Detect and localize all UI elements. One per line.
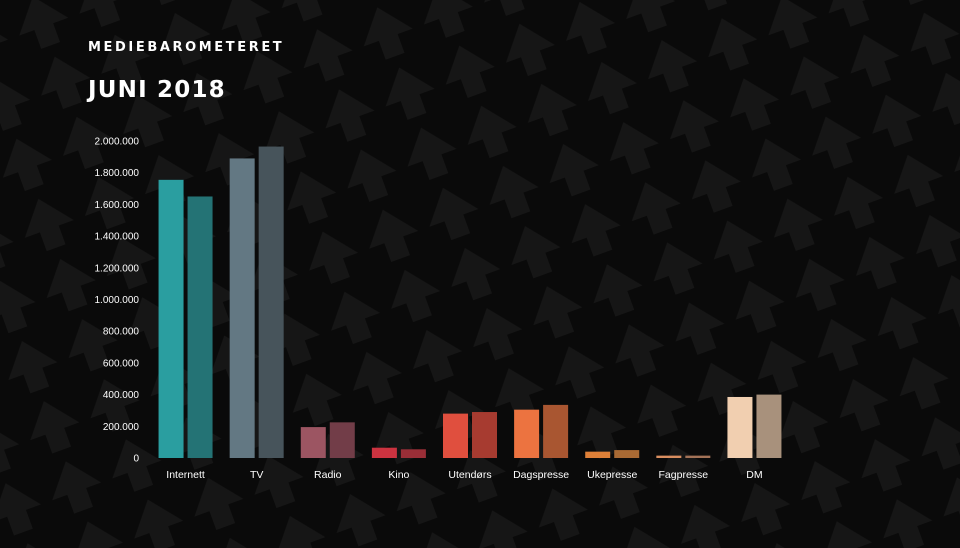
y-tick-label: 1.200.000 xyxy=(95,263,140,274)
bar-utendørs-2 xyxy=(472,412,497,458)
bar-dm-1 xyxy=(727,396,753,458)
x-category-label: Fagpresse xyxy=(659,469,709,481)
y-tick-label: 1.000.000 xyxy=(95,295,140,306)
y-tick-label: 0 xyxy=(133,454,139,465)
bar-ukepresse-1 xyxy=(585,451,611,458)
brand-title: MEDIEBAROMETERET xyxy=(88,40,285,55)
x-category-label: TV xyxy=(250,469,263,481)
x-category-label: Dagspresse xyxy=(513,469,569,481)
bar-internett-1 xyxy=(158,179,184,458)
y-tick-label: 2.000.000 xyxy=(95,137,140,148)
bar-kino-2 xyxy=(400,449,426,458)
bar-tv-1 xyxy=(229,158,255,458)
x-category-label: Kino xyxy=(388,469,409,481)
y-tick-label: 200.000 xyxy=(103,422,140,433)
x-category-label: Ukepresse xyxy=(587,469,637,481)
x-category-label: Internett xyxy=(166,469,205,481)
x-category-label: Utendørs xyxy=(448,469,491,481)
y-tick-label: 400.000 xyxy=(103,390,140,401)
y-tick-label: 600.000 xyxy=(103,358,140,369)
y-tick-label: 1.800.000 xyxy=(95,168,140,179)
y-tick-label: 1.600.000 xyxy=(95,200,140,211)
bar-dm-2 xyxy=(756,394,782,458)
bar-dagspresse-2 xyxy=(543,404,569,458)
y-tick-label: 800.000 xyxy=(103,327,140,338)
bar-tv-2 xyxy=(258,146,284,459)
bar-radio-1 xyxy=(300,427,326,458)
x-category-label: Radio xyxy=(314,469,342,481)
bar-kino-1 xyxy=(371,447,397,458)
bar-fagpresse-1 xyxy=(656,455,682,458)
period-title: JUNI 2018 xyxy=(88,77,226,103)
bar-dagspresse-1 xyxy=(514,409,540,458)
bar-ukepresse-2 xyxy=(614,450,640,458)
bar-radio-2 xyxy=(329,422,355,458)
y-tick-label: 1.400.000 xyxy=(95,232,140,243)
bar-internett-2 xyxy=(187,196,213,458)
x-category-label: DM xyxy=(746,469,762,481)
bar-utendørs-1 xyxy=(443,413,468,458)
bar-fagpresse-2 xyxy=(685,455,711,458)
